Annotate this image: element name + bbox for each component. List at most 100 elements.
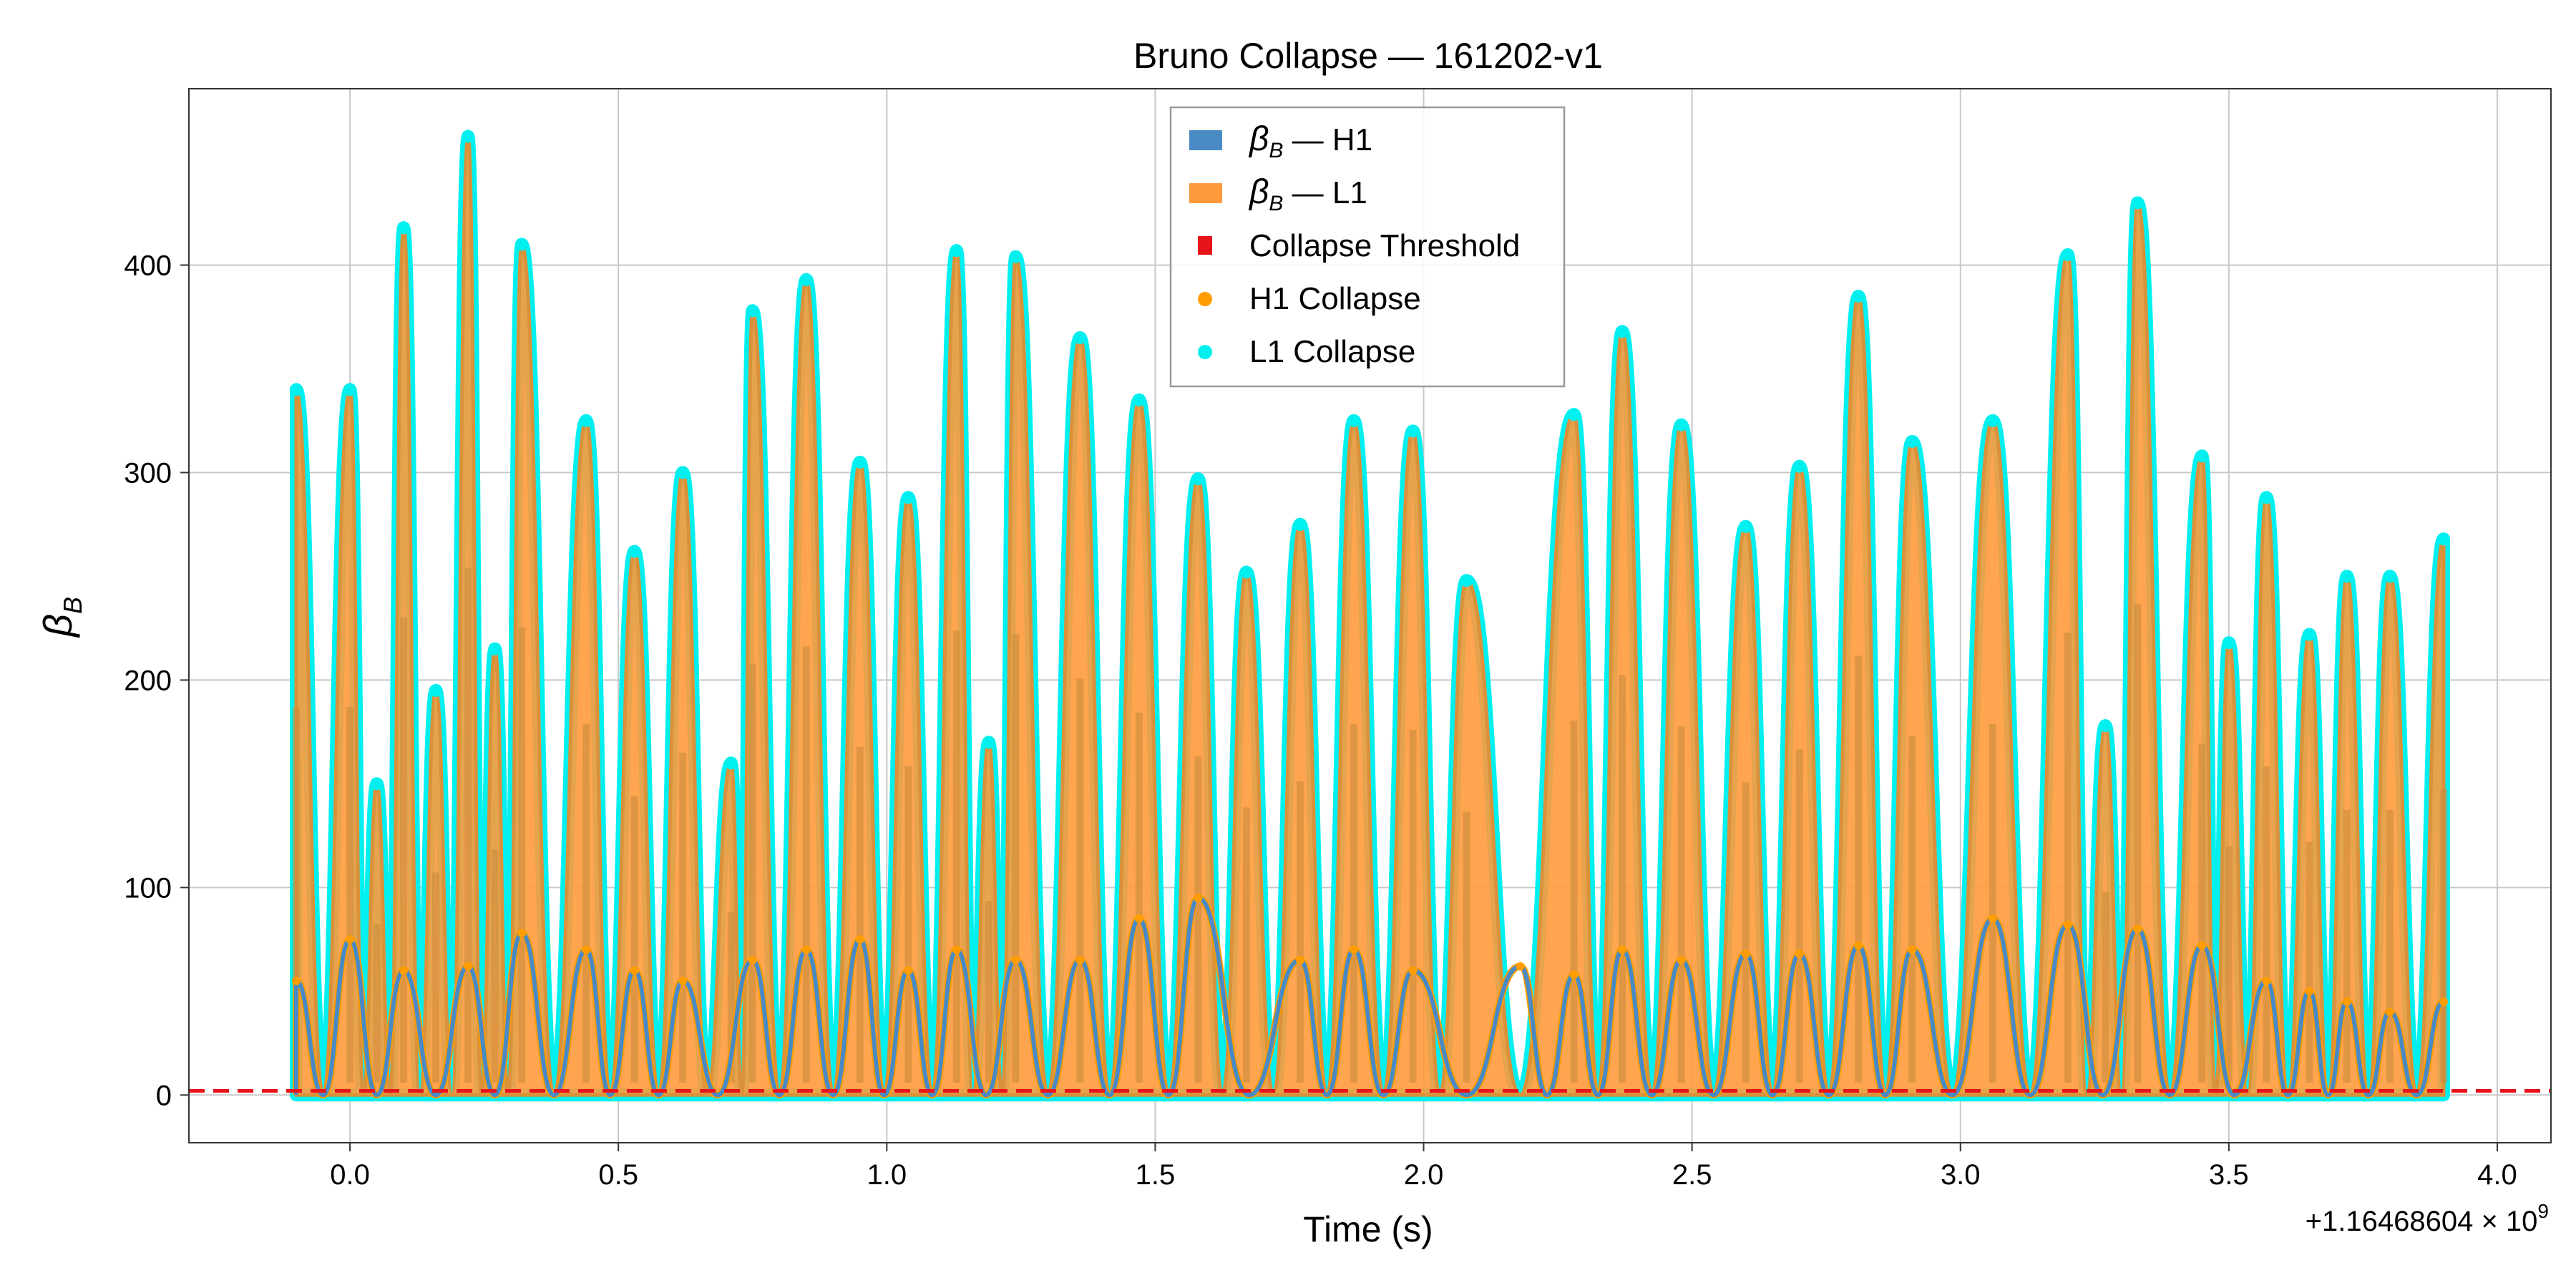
- l1-collapse-point: [2436, 532, 2450, 546]
- l1-collapse-point: [2131, 196, 2145, 210]
- x-axis: 0.0 0.5 1.0 1.5 2.0 2.5 3.0 3.5 4.0: [330, 1143, 2517, 1191]
- x-tick-label: 2.5: [1672, 1159, 1712, 1191]
- legend-label: βB — L1: [1248, 173, 1367, 215]
- h1-collapse-point: [2342, 997, 2351, 1006]
- legend-swatch: [1198, 345, 1212, 359]
- l1-collapse-point: [1009, 250, 1023, 263]
- y-axis-label-subscript: B: [58, 597, 87, 614]
- y-tick-label: 0: [156, 1080, 172, 1111]
- legend-swatch: [1189, 183, 1222, 203]
- plot-area: [189, 130, 2551, 1102]
- x-tick-label: 0.5: [598, 1159, 638, 1191]
- legend-subscript: B: [1269, 139, 1283, 162]
- l1-collapse-point: [397, 221, 411, 235]
- l1-collapse-point: [2061, 248, 2074, 261]
- x-axis-label: Time (s): [1303, 1209, 1433, 1249]
- y-axis: 0 100 200 300 400: [124, 250, 189, 1111]
- l1-collapse-point: [1674, 418, 1688, 431]
- h1-collapse-point: [1677, 955, 1686, 965]
- l1-collapse-point: [628, 545, 641, 558]
- chart-title: Bruno Collapse — 161202-v1: [1133, 36, 1603, 76]
- l1-collapse-point: [1460, 574, 1473, 587]
- l1-collapse-point: [2195, 449, 2209, 463]
- h1-collapse-point: [1516, 962, 1525, 971]
- l1-collapse-point: [1616, 325, 1629, 338]
- legend-label: H1 Collapse: [1249, 281, 1421, 316]
- h1-collapse-point: [2133, 924, 2142, 934]
- x-tick-label: 3.0: [1941, 1159, 1981, 1191]
- l1-collapse-point: [902, 491, 915, 504]
- l1-collapse-point: [429, 683, 443, 697]
- l1-collapse-point: [343, 383, 357, 396]
- l1-collapse-point: [580, 414, 593, 427]
- l1-collapse-point: [1906, 434, 1919, 448]
- x-axis-offset-text: +1.16468604 × 10: [2306, 1206, 2538, 1237]
- h1-collapse-point: [582, 945, 591, 955]
- plot-frame: [188, 88, 2552, 1143]
- l1-collapse-point: [2383, 570, 2396, 583]
- x-tick-label: 0.0: [330, 1159, 370, 1191]
- y-axis-label-symbol: β: [35, 614, 80, 638]
- l1-collapse-point: [799, 273, 813, 286]
- legend-item: H1 Collapse: [1198, 281, 1421, 316]
- l1-collapse-point: [853, 455, 867, 469]
- legend-label: Collapse Threshold: [1249, 228, 1520, 263]
- legend-symbol: β: [1248, 173, 1269, 211]
- l1-collapse-point: [1406, 424, 1420, 438]
- h1-collapse-point: [952, 945, 961, 955]
- l1-collapse-point: [462, 130, 475, 143]
- legend-swatch: [1198, 236, 1212, 255]
- legend-label: βB — H1: [1248, 120, 1372, 162]
- h1-collapse-point: [346, 935, 355, 944]
- x-tick-label: 4.0: [2477, 1159, 2517, 1191]
- legend-subscript: B: [1269, 192, 1283, 215]
- l1-collapse-point: [2260, 491, 2273, 504]
- x-tick-label: 1.5: [1136, 1159, 1176, 1191]
- h1-collapse-point: [1194, 893, 1203, 902]
- legend-swatch: [1189, 130, 1222, 150]
- legend-label: L1 Collapse: [1249, 334, 1415, 369]
- h1-collapse-point: [2197, 941, 2207, 950]
- l1-collapse-point: [676, 466, 690, 479]
- x-axis-offset-label: +1.16468604 × 109: [2306, 1200, 2549, 1237]
- legend-box: [1169, 106, 1566, 388]
- l1-collapse-point: [1132, 393, 1146, 406]
- legend-text: — H1: [1283, 122, 1372, 157]
- legend-swatch: [1198, 292, 1212, 306]
- l1-collapse-point: [950, 244, 963, 258]
- h1-collapse-point: [1908, 945, 1917, 955]
- l1-collapse-point: [2099, 719, 2112, 733]
- l1-collapse-point: [2340, 570, 2353, 583]
- x-tick-label: 2.0: [1404, 1159, 1444, 1191]
- h1-collapse-point: [1075, 955, 1085, 965]
- l1-collapse-point: [2303, 628, 2316, 641]
- l1-collapse-point: [1073, 331, 1087, 344]
- x-tick-label: 1.0: [867, 1159, 907, 1191]
- h1-collapse-point: [630, 966, 639, 975]
- series-l1-area: [290, 130, 2450, 1102]
- h1-collapse-point: [292, 976, 301, 985]
- l1-collapse-point: [1739, 519, 1752, 533]
- l1-collapse-point: [1852, 289, 1865, 303]
- legend-item: Collapse Threshold: [1198, 228, 1520, 263]
- h1-collapse-point: [1618, 945, 1627, 955]
- h1-collapse-point: [2063, 920, 2072, 930]
- x-tick-label: 3.5: [2209, 1159, 2249, 1191]
- h1-collapse-point: [2385, 1008, 2394, 1017]
- l1-collapse-point: [1986, 414, 1999, 427]
- legend-item: L1 Collapse: [1198, 334, 1415, 369]
- l1-collapse-point: [1567, 408, 1581, 421]
- l1-collapse-point: [515, 238, 529, 251]
- y-tick-label: 200: [124, 665, 172, 696]
- l1-collapse-point: [1239, 565, 1253, 579]
- legend-symbol: β: [1248, 120, 1269, 158]
- h1-collapse-point: [1795, 950, 1804, 959]
- h1-collapse-point: [748, 955, 757, 965]
- h1-collapse-point: [2305, 987, 2314, 996]
- h1-collapse-point: [2262, 976, 2271, 985]
- l1-collapse-point: [746, 304, 759, 318]
- l1-collapse-point: [1347, 414, 1360, 427]
- h1-collapse-point: [855, 935, 864, 944]
